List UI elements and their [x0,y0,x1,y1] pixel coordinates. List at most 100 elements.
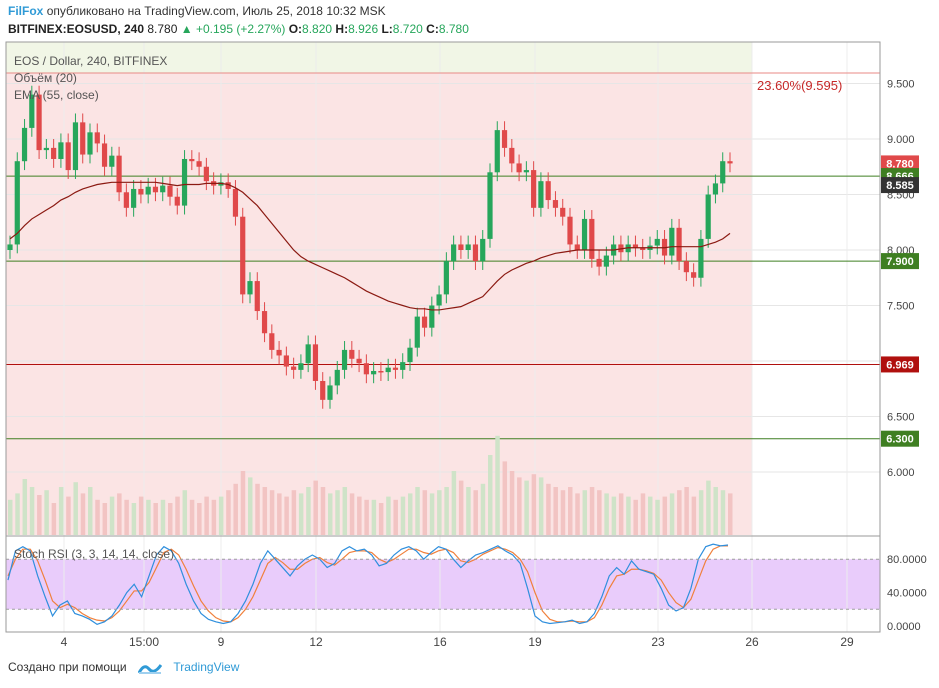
volume-bar [640,493,646,535]
volume-bar [248,477,253,535]
candle-body [58,142,64,159]
price-badge-bg [881,253,919,270]
stoch-tick-label: 0.0000 [887,621,921,633]
low-label: L: [381,22,393,36]
candle-body [400,362,406,370]
publish-info: FilFox опубликовано на TradingView.com, … [8,4,386,18]
volume-bar [15,493,20,535]
candle-body [334,369,340,386]
price-badge-bg [881,356,919,373]
candle-body [181,158,188,206]
candle-body [392,367,399,370]
symbol-info: BITFINEX:EOSUSD, 240 8.780 ▲ +0.195 (+2.… [8,22,469,36]
candle-body [691,272,697,278]
candle-body [65,142,71,171]
candle-body [247,281,253,295]
candle-body [501,130,508,148]
candle-body [320,380,326,400]
candle-body [261,311,268,334]
tradingview-logo-icon [137,663,162,674]
candle-body [472,244,479,262]
volume-bar [706,480,711,535]
volume-bar [291,490,297,535]
volume-bar [655,499,660,535]
volume-bar [233,483,238,535]
high-value: 8.926 [348,22,379,36]
price-badge-text: 8.780 [886,158,914,170]
volume-bar [575,493,580,535]
candle-body [189,158,195,162]
volume-bar [51,503,57,535]
open-value: 8.820 [302,22,333,36]
high-label: H: [335,22,349,36]
volume-bar [509,471,515,535]
candle-body [232,188,239,217]
x-tick-label: 16 [433,635,447,649]
volume-bar [568,487,573,535]
volume-bar [255,483,260,535]
volume-bar [342,487,348,535]
candle-body [341,349,348,370]
stoch-band [6,559,880,610]
volume-bar [124,499,129,535]
candle-body [712,183,719,195]
volume-bar [691,496,697,535]
created-by: Создано при помощи [8,660,127,674]
volume-bar [175,496,180,535]
horizontal-levels[interactable] [6,72,880,440]
price-badge-bg [881,430,919,447]
stoch-tick-label: 40.0000 [887,588,927,600]
volume-bar [320,487,326,535]
candle-body [356,358,362,364]
volume-bar [560,490,566,535]
volume-bar [73,482,78,535]
grid-lines [6,42,880,632]
x-tick-label: 29 [840,635,854,649]
volume-bar [102,503,108,535]
volume-bar [662,496,668,535]
candle-body [72,122,79,171]
volume-bar [502,461,508,535]
volume-bar [328,493,333,535]
volume-bar [298,493,304,535]
volume-bar [444,487,449,535]
candle-body [640,247,646,250]
candle-body [174,196,180,206]
candle-body [138,188,144,195]
candle-body [363,363,369,375]
upper-zone-background [6,42,752,73]
volume-bar [95,499,100,535]
volume-bar [269,490,275,535]
author-name[interactable]: FilFox [8,4,44,18]
volume-bar [466,487,471,535]
low-value: 8.720 [392,22,423,36]
volume-bar [8,499,13,535]
y-tick-label: 9.500 [887,79,915,91]
volume-bar [386,496,391,535]
volume-bar [720,490,726,535]
candle-body [131,188,137,208]
chart-frame [5,41,881,633]
volume-bar [415,487,420,535]
volume-bar [451,471,457,535]
volume-bars [8,435,733,535]
volume-bar [633,499,638,535]
volume-bar [364,499,369,535]
candle-body [421,316,428,328]
y-tick-label: 6.000 [887,467,915,479]
candle-body [240,216,246,295]
candle-body [203,166,209,182]
price-badge-bg [881,155,919,172]
candle-body [196,161,202,167]
tradingview-link[interactable]: TradingView [173,660,240,674]
volume-bar [400,496,406,535]
candle-body [698,238,704,278]
x-tick-label: 15:00 [129,635,159,649]
volume-bar [531,474,537,535]
candles [7,85,733,409]
candle-body [683,261,689,273]
candle-body [254,281,260,312]
candle-body [29,94,35,128]
volume-bar [611,496,617,535]
